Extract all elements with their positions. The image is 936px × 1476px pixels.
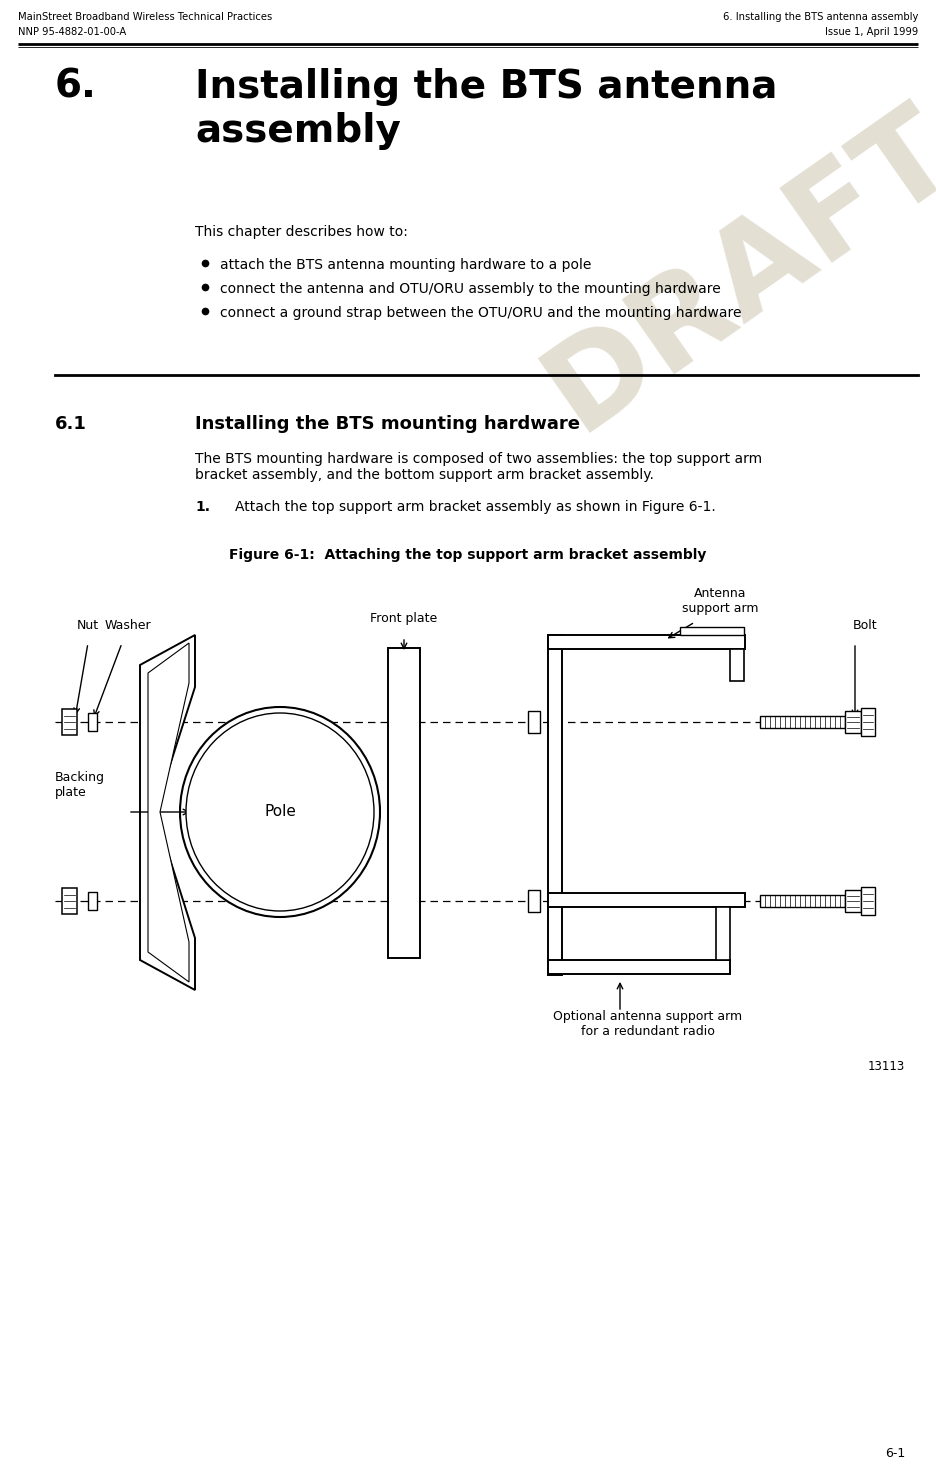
Bar [861,708,875,737]
Bar [528,890,540,912]
Bar [62,708,77,735]
Text: Optional antenna support arm
for a redundant radio: Optional antenna support arm for a redun… [553,1010,742,1038]
Text: This chapter describes how to:: This chapter describes how to: [195,224,408,239]
Bar [528,711,540,734]
Text: attach the BTS antenna mounting hardware to a pole: attach the BTS antenna mounting hardware… [220,258,592,272]
Text: 13113: 13113 [868,1060,905,1073]
Text: 6. Installing the BTS antenna assembly: 6. Installing the BTS antenna assembly [723,12,918,22]
Bar [861,887,875,915]
Text: Installing the BTS mounting hardware: Installing the BTS mounting hardware [195,415,580,432]
Text: Pole: Pole [264,804,296,819]
Text: Attach the top support arm bracket assembly as shown in Figure 6-1.: Attach the top support arm bracket assem… [235,500,716,514]
Text: The BTS mounting hardware is composed of two assemblies: the top support arm: The BTS mounting hardware is composed of… [195,452,762,466]
Text: Antenna
support arm: Antenna support arm [681,587,758,615]
Bar [88,892,97,911]
Bar [730,649,744,680]
Bar [760,894,845,906]
Text: NNP 95-4882-01-00-A: NNP 95-4882-01-00-A [18,27,126,37]
Text: Installing the BTS antenna
assembly: Installing the BTS antenna assembly [195,68,778,151]
Text: 6.: 6. [55,68,96,106]
Text: Figure 6-1:  Attaching the top support arm bracket assembly: Figure 6-1: Attaching the top support ar… [229,548,707,562]
Text: Front plate: Front plate [371,613,438,624]
Text: Nut: Nut [77,618,99,632]
Text: DRAFT: DRAFT [524,87,936,453]
Text: connect a ground strap between the OTU/ORU and the mounting hardware: connect a ground strap between the OTU/O… [220,306,741,320]
Bar [680,627,744,635]
Bar [62,889,77,914]
Polygon shape [148,644,189,982]
Text: Issue 1, April 1999: Issue 1, April 1999 [825,27,918,37]
Text: 6.1: 6.1 [55,415,87,432]
Ellipse shape [180,707,380,917]
Text: Bolt: Bolt [853,618,877,632]
Bar [88,713,97,731]
Bar [388,648,420,958]
Text: Washer: Washer [105,618,152,632]
Text: 6-1: 6-1 [885,1446,905,1460]
Bar [548,959,730,974]
Text: 1.: 1. [195,500,210,514]
Bar [548,893,745,906]
Bar [716,906,730,959]
Bar [845,890,861,912]
Text: bracket assembly, and the bottom support arm bracket assembly.: bracket assembly, and the bottom support… [195,468,654,483]
Bar [548,635,562,976]
Bar [548,635,745,649]
Bar [845,711,861,734]
Ellipse shape [186,713,374,911]
Bar [760,716,845,728]
Text: connect the antenna and OTU/ORU assembly to the mounting hardware: connect the antenna and OTU/ORU assembly… [220,282,721,297]
Text: Backing
plate: Backing plate [55,770,105,799]
Polygon shape [140,635,195,990]
Text: MainStreet Broadband Wireless Technical Practices: MainStreet Broadband Wireless Technical … [18,12,272,22]
